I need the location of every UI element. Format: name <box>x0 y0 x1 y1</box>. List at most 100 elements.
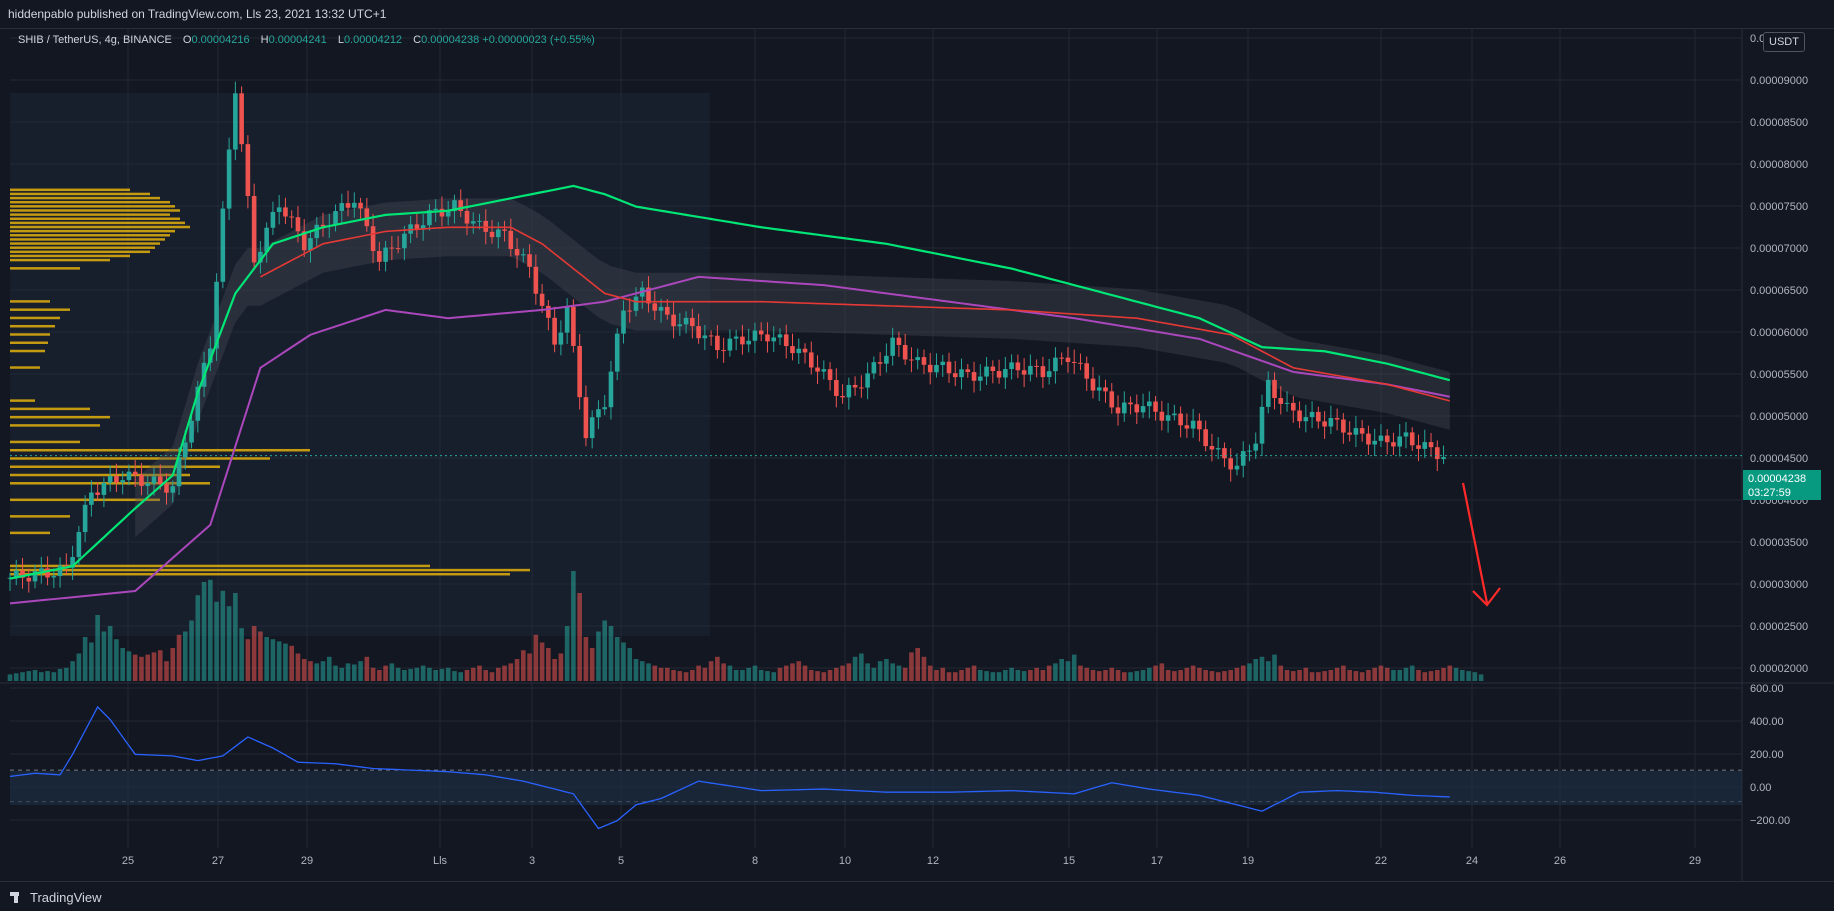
volume-bar <box>145 654 151 681</box>
open-value: 0.00004216 <box>191 34 250 46</box>
candle-body <box>952 373 958 378</box>
candle-body <box>865 373 870 388</box>
volume-bar <box>352 664 357 681</box>
candle-body <box>164 484 169 493</box>
price-axis[interactable]: 0.00000.000090000.000085000.000080000.00… <box>1750 33 1808 827</box>
price-tick-label: 0.00005000 <box>1750 411 1808 423</box>
candle-body <box>1259 406 1265 444</box>
candle-body <box>26 577 32 582</box>
candle-body <box>884 355 889 364</box>
ema-mid-line <box>260 226 1451 402</box>
candle-body <box>815 367 820 372</box>
candle-body <box>1071 361 1077 363</box>
candle-body <box>652 303 658 311</box>
volume-bar <box>132 654 138 681</box>
candle-body <box>352 202 357 208</box>
candle-body <box>909 359 914 361</box>
volume-bar <box>877 661 883 681</box>
volume-profile-bar <box>10 267 80 270</box>
volume-bar <box>896 665 902 681</box>
volume-bar <box>51 672 57 681</box>
volume-bar <box>370 667 376 681</box>
volume-bar <box>1328 670 1334 681</box>
volume-bar <box>1159 663 1165 681</box>
volume-bar <box>1065 661 1071 681</box>
candle-body <box>239 93 244 145</box>
volume-bar <box>840 665 845 681</box>
candle-body <box>934 364 939 373</box>
candle-body <box>364 208 370 227</box>
volume-bar <box>783 665 789 681</box>
volume-bar <box>151 652 157 681</box>
candle-body <box>1128 402 1133 405</box>
candle-body <box>1153 401 1158 412</box>
volume-bar <box>564 626 570 681</box>
candle-body <box>333 211 338 226</box>
candle-body <box>727 338 733 351</box>
volume-bar <box>1053 663 1058 681</box>
volume-bar <box>808 670 814 681</box>
chart-canvas[interactable]: 0.00000.000090000.000085000.000080000.00… <box>0 28 1834 881</box>
candle-body <box>1009 362 1014 370</box>
candle-body <box>1316 411 1321 422</box>
currency-button[interactable]: USDT <box>1763 32 1805 52</box>
candle-body <box>1391 442 1396 447</box>
candle-body <box>427 210 432 226</box>
price-tick-label: 0.00003000 <box>1750 579 1808 591</box>
candle-body <box>1197 420 1202 430</box>
volume-bar <box>571 571 576 681</box>
volume-bar <box>276 641 282 681</box>
volume-bar <box>1059 659 1064 681</box>
volume-profile-bar <box>10 448 310 452</box>
volume-bar <box>226 606 232 681</box>
candle-body <box>126 471 132 481</box>
candle-body <box>589 417 595 439</box>
volume-bar <box>1034 667 1039 681</box>
candle-body <box>1384 435 1390 443</box>
volume-bar <box>89 642 94 681</box>
candle-body <box>1222 448 1227 459</box>
volume-bar <box>646 663 651 681</box>
candle-body <box>1184 425 1190 429</box>
footer: TradingView <box>0 881 1834 911</box>
price-tick-label: 0.00006500 <box>1750 285 1808 297</box>
candle-body <box>1159 411 1165 421</box>
volume-bar <box>495 667 501 681</box>
candle-body <box>320 224 326 227</box>
volume-bar <box>414 667 420 681</box>
volume-bar <box>683 672 689 681</box>
tradingview-logo[interactable]: TradingView <box>10 890 102 905</box>
volume-bar <box>1197 667 1202 681</box>
brand-name: TradingView <box>30 890 102 905</box>
time-tick-label: 8 <box>752 855 758 867</box>
candle-body <box>1278 398 1284 404</box>
volume-bar <box>182 631 188 681</box>
candle-body <box>57 565 63 577</box>
candle-body <box>1309 411 1315 418</box>
time-axis[interactable]: 25 27 29 Lls 3 5 8 10 12 15 17 19 22 24 26 29 <box>122 855 1701 867</box>
candle-body <box>890 337 895 356</box>
candle-body <box>1322 421 1327 427</box>
candle-body <box>1359 428 1365 434</box>
volume-bar <box>796 661 802 681</box>
volume-profile-bar <box>10 568 530 572</box>
volume-bar <box>984 671 989 681</box>
arrow-shaft <box>1461 482 1489 604</box>
volume-profile-bar <box>10 188 130 192</box>
candle-body <box>1434 447 1440 460</box>
candle-body <box>1028 365 1033 375</box>
candle-body <box>596 409 601 418</box>
candle-body <box>502 229 507 231</box>
volume-bar <box>677 671 683 681</box>
volume-bar <box>1184 667 1190 681</box>
volume-bar <box>251 626 257 681</box>
volume-profile-bar <box>10 366 40 369</box>
candle-body <box>270 211 276 228</box>
candle-body <box>990 366 996 372</box>
candle-body <box>796 348 802 354</box>
candle-body <box>452 200 457 212</box>
candle-body <box>608 371 614 408</box>
candle-body <box>558 332 564 345</box>
candle-body <box>226 149 232 209</box>
volume-bar <box>1015 670 1021 681</box>
